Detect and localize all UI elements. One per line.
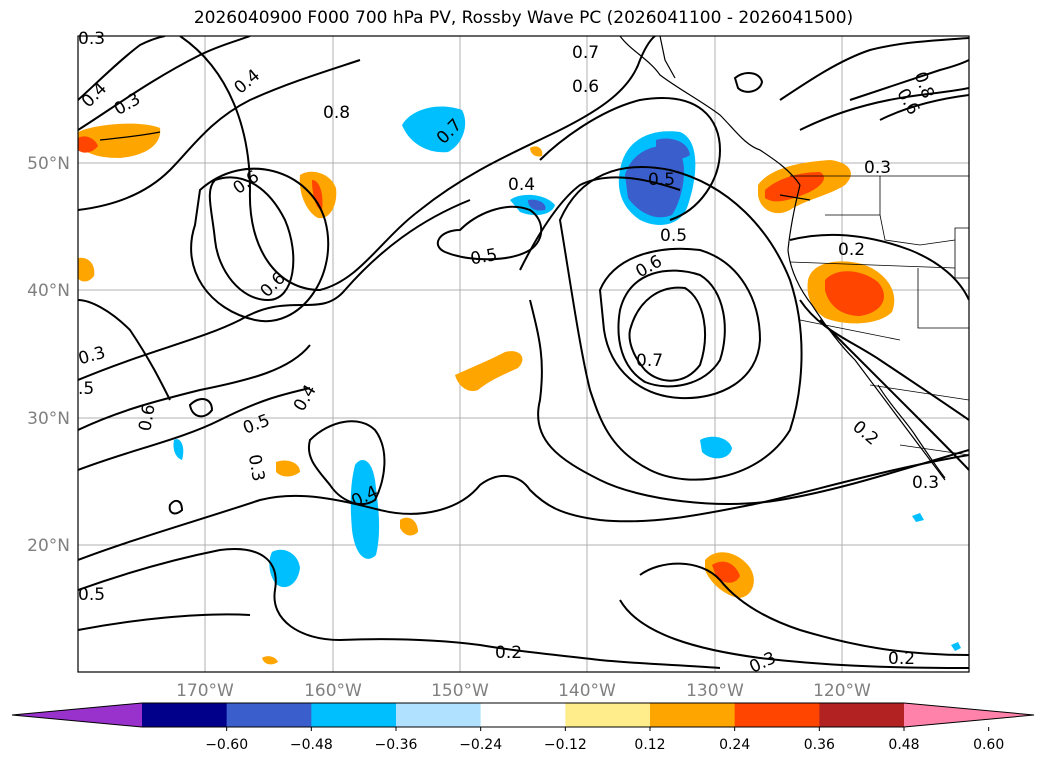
colorbar-tick-label: −0.36: [375, 737, 418, 753]
contour-label: 0.3: [76, 343, 107, 369]
contour-label: 0.2: [848, 417, 882, 450]
coastlines: [99, 36, 946, 481]
contour-label: 0.4: [78, 79, 111, 112]
plot-frame: [77, 35, 970, 673]
contour-label: 0.4: [231, 66, 265, 99]
contour-label: 0.8: [323, 103, 350, 123]
colorbar-tick-label: 0.48: [888, 737, 919, 753]
positive-anomaly-small: [78, 123, 754, 665]
contour-label: 0.3: [864, 158, 891, 178]
colorbar-segment: [311, 703, 397, 727]
lon-label-130w: 130°W: [686, 681, 744, 701]
lon-label-120w: 120°W: [813, 681, 871, 701]
colorbar-segment: [396, 703, 482, 727]
contour-label: 0.5: [78, 585, 105, 605]
colorbar-extend-min: [12, 703, 142, 727]
positive-anomaly-pacific-northwest: [758, 160, 851, 214]
colorbar-segment: [819, 703, 905, 727]
lon-label-170w: 170°W: [176, 681, 234, 701]
contour-label: 0.5: [240, 411, 272, 439]
positive-anomaly-california: [807, 261, 895, 324]
colorbar-segment: [226, 703, 312, 727]
contour-label: 0.7: [572, 43, 599, 63]
colorbar-segment: [565, 703, 651, 727]
contour-label: .5: [78, 379, 94, 399]
contour-label: 0.3: [912, 473, 939, 493]
colorbar-tick-label: 0.12: [634, 737, 665, 753]
negative-anomaly-small: [173, 194, 961, 651]
contour-label: 0.2: [838, 240, 865, 260]
pv-contours: [78, 36, 969, 669]
contour-label: 0.5: [648, 170, 675, 190]
contour-label: 0.2: [495, 643, 522, 663]
contour-label: 0.4: [290, 381, 321, 414]
lon-label-140w: 140°W: [558, 681, 616, 701]
contour-label: 0.2: [888, 649, 915, 669]
colorbar-outline: [11, 702, 1035, 728]
lat-label-30n: 30°N: [27, 409, 70, 429]
contour-label: 0.6: [135, 403, 159, 433]
contour-label: 0.3: [244, 453, 268, 483]
contour-label: 0.5: [469, 245, 499, 269]
lat-label-20n: 20°N: [27, 536, 70, 556]
colorbar-tick-label: −0.60: [205, 737, 248, 753]
colorbar-tick-label: 0.24: [719, 737, 750, 753]
colorbar-tick-label: 0.36: [804, 737, 835, 753]
colorbar-segment: [734, 703, 820, 727]
colorbar-segment: [650, 703, 736, 727]
contour-label: 0.3: [78, 29, 105, 49]
colorbar-tick-label: −0.12: [544, 737, 587, 753]
contour-label: 0.6: [572, 77, 599, 97]
gridlines: [78, 36, 969, 672]
contour-label: 0.7: [636, 351, 663, 371]
contour-label: 0.4: [508, 175, 535, 195]
colorbar-tick-label: 0.60: [973, 737, 1004, 753]
contour-label: 0.3: [111, 89, 144, 120]
borders: [789, 175, 969, 456]
colorbar-tick-label: −0.24: [459, 737, 502, 753]
colorbar-extend-max: [904, 703, 1034, 727]
lat-label-50n: 50°N: [27, 154, 70, 174]
contour-label: 0.6: [257, 268, 290, 301]
colorbar: −0.60 −0.48 −0.36 −0.24 −0.12 0.12 0.24 0.36 0.4…: [11, 702, 1035, 753]
lat-label-40n: 40°N: [27, 281, 70, 301]
lon-label-160w: 160°W: [304, 681, 362, 701]
negative-anomaly-north-pacific: [402, 106, 466, 153]
colorbar-segment: [142, 703, 228, 727]
contour-label: 0.3: [746, 648, 779, 678]
lon-tick-labels: 170°W 160°W 150°W 140°W 130°W 120°W: [176, 681, 871, 701]
contour-label: 0.5: [660, 226, 687, 246]
colorbar-segment: [480, 703, 566, 727]
lon-label-150w: 150°W: [431, 681, 489, 701]
lat-tick-labels: 50°N 40°N 30°N 20°N: [27, 154, 70, 556]
map-title: 2026040900 F000 700 hPa PV, Rossby Wave …: [193, 8, 854, 28]
colorbar-tick-label: −0.48: [290, 737, 333, 753]
